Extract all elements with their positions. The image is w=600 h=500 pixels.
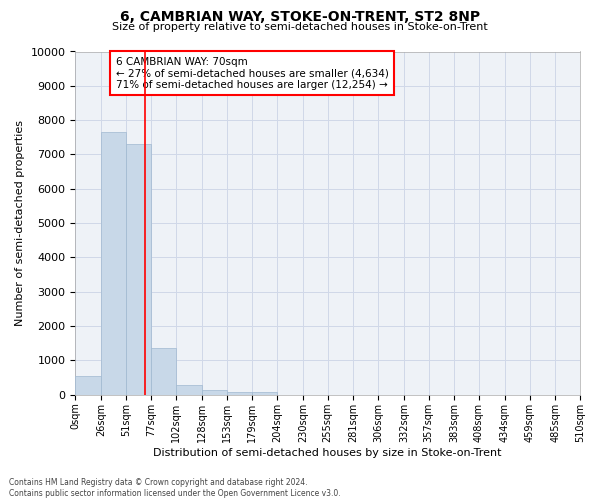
Bar bbox=[253, 392, 277, 395]
Bar bbox=[101, 132, 126, 395]
Text: Size of property relative to semi-detached houses in Stoke-on-Trent: Size of property relative to semi-detach… bbox=[112, 22, 488, 32]
Y-axis label: Number of semi-detached properties: Number of semi-detached properties bbox=[15, 120, 25, 326]
Bar bbox=[176, 384, 202, 395]
Bar bbox=[75, 376, 101, 395]
Bar bbox=[151, 348, 176, 395]
Bar bbox=[126, 144, 151, 395]
Bar bbox=[202, 390, 227, 395]
Text: Contains HM Land Registry data © Crown copyright and database right 2024.
Contai: Contains HM Land Registry data © Crown c… bbox=[9, 478, 341, 498]
Text: 6, CAMBRIAN WAY, STOKE-ON-TRENT, ST2 8NP: 6, CAMBRIAN WAY, STOKE-ON-TRENT, ST2 8NP bbox=[120, 10, 480, 24]
Bar bbox=[227, 392, 253, 395]
X-axis label: Distribution of semi-detached houses by size in Stoke-on-Trent: Distribution of semi-detached houses by … bbox=[154, 448, 502, 458]
Text: 6 CAMBRIAN WAY: 70sqm
← 27% of semi-detached houses are smaller (4,634)
71% of s: 6 CAMBRIAN WAY: 70sqm ← 27% of semi-deta… bbox=[116, 56, 389, 90]
